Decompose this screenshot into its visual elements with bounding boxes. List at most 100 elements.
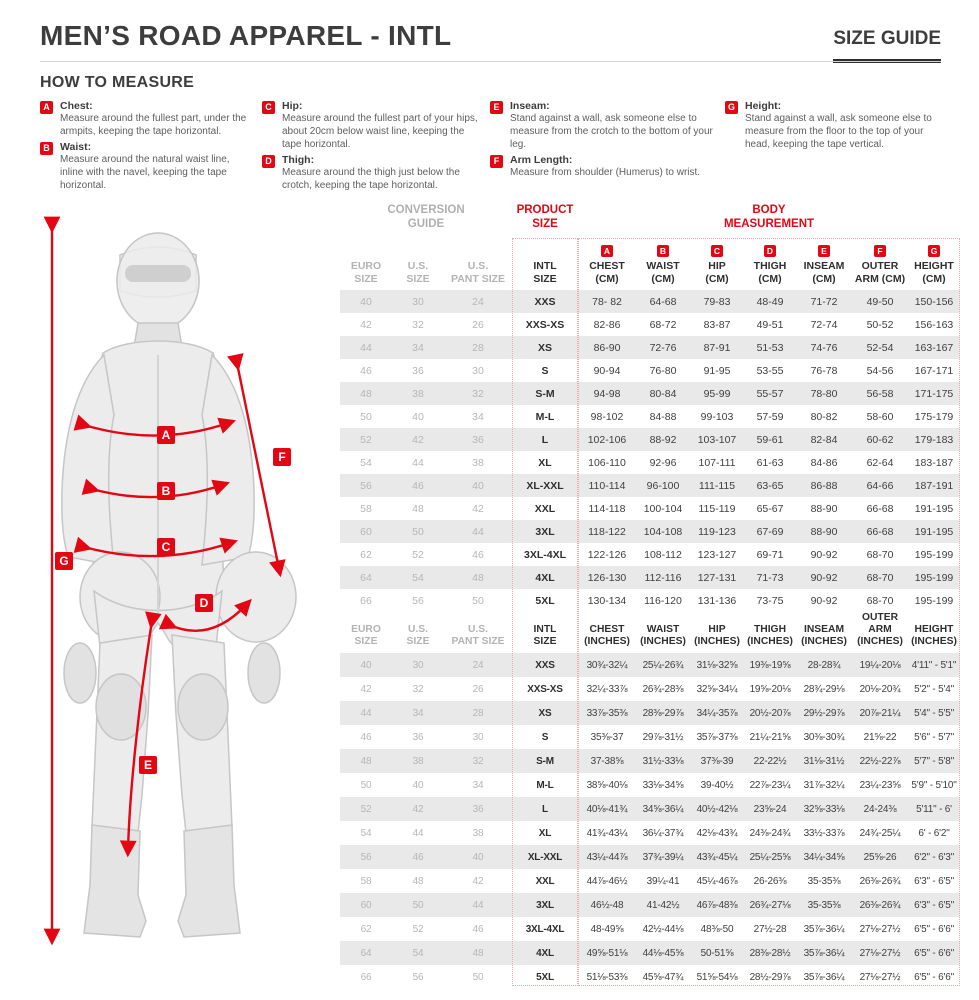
size-row-xxs-xs: 42 32 26 XXS-XS 32¼-33⅞ 26¾-28⅜ 32⅝-34¼ 19⅝-20⅛… — [340, 677, 960, 701]
measure-item-name: Thigh: — [282, 154, 315, 166]
value-cell: 66 — [360, 971, 372, 983]
value-cell: 40½-42⅛ — [696, 803, 738, 815]
value-cell: 54 — [360, 456, 372, 469]
value-cell: 46½-48 — [590, 899, 624, 911]
measure-item-description: Stand against a wall, ask someone else t… — [510, 113, 713, 150]
value-cell: 5'4" - 5'5" — [914, 707, 954, 719]
value-cell: 24-24⅜ — [863, 803, 897, 815]
value-cell: 40 — [412, 410, 424, 423]
value-cell: 52 — [360, 433, 372, 446]
value-cell: 26¾-28⅜ — [642, 683, 684, 695]
intl-size-cell: XL — [538, 827, 552, 839]
value-cell: 35⅜-37 — [590, 731, 624, 743]
value-cell: 90-92 — [810, 594, 838, 607]
value-cell: 187-191 — [914, 479, 954, 492]
value-cell: 38 — [472, 456, 484, 469]
value-cell: 156-163 — [914, 318, 954, 331]
figure-label-g: G — [55, 552, 73, 570]
value-cell: 24¾-25¼ — [859, 827, 901, 839]
size-row-3xl-4xl: 62 52 46 3XL-4XL 122-126 108-112 123-127 69-71 9… — [340, 543, 960, 566]
value-cell: 32 — [412, 318, 424, 331]
size-row-l: 52 42 36 L 102-106 88-92 103-107 59-61 82-84 60-6… — [340, 428, 960, 451]
value-cell: 48 — [472, 947, 484, 959]
value-cell: 68-70 — [866, 548, 894, 561]
value-cell: 30⅜-30¾ — [803, 731, 845, 743]
value-cell: 50-52 — [866, 318, 894, 331]
svg-text:E: E — [144, 758, 152, 772]
value-cell: 42 — [412, 433, 424, 446]
value-cell: 42 — [360, 683, 372, 695]
value-cell: 32⅝-33⅛ — [803, 803, 845, 815]
value-cell: 32 — [472, 387, 484, 400]
size-row-3xl-4xl: 62 52 46 3XL-4XL 48-49⅝ 42½-44⅛ 48⅜-50 27½-28 35… — [340, 917, 960, 941]
column-header-us: U.S. SIZE — [406, 260, 430, 285]
value-cell: 72-76 — [649, 341, 677, 354]
value-cell: 60 — [360, 899, 372, 911]
size-row-l: 52 42 36 L 40⅛-41¾ 34⅝-36¼ 40½-42⅛ 23⅝-24 32⅝-33… — [340, 797, 960, 822]
value-cell: 44⅞-46½ — [586, 875, 628, 887]
value-cell: 6'5" - 6'6" — [914, 947, 954, 959]
value-cell: 191-195 — [914, 525, 954, 538]
value-cell: 64 — [360, 571, 372, 584]
measure-instructions: A Chest: Measure around the fullest part, … — [40, 100, 945, 195]
value-cell: 46 — [360, 364, 372, 377]
value-cell: 44 — [412, 827, 424, 839]
value-cell: 30 — [412, 295, 424, 308]
value-cell: 30 — [472, 364, 484, 377]
value-cell: 33⅞-35⅜ — [586, 707, 628, 719]
value-cell: 5'2" - 5'4" — [914, 683, 954, 695]
value-cell: 82-86 — [593, 318, 621, 331]
value-cell: 68-70 — [866, 594, 894, 607]
value-cell: 44 — [412, 456, 424, 469]
size-table-cm: EURO SIZE U.S. SIZE U.S. PANT SIZE INTL SIZE A CH… — [340, 238, 960, 612]
value-cell: 90-94 — [593, 364, 621, 377]
value-cell: 5'9" - 5'10" — [911, 779, 957, 791]
intl-size-cell: 4XL — [535, 571, 555, 584]
arm-length-arrow — [227, 353, 286, 578]
measure-item-description: Stand against a wall, ask someone else t… — [745, 113, 932, 150]
value-cell: 62 — [360, 923, 372, 935]
value-cell: 50 — [412, 525, 424, 538]
size-row-xs: 44 34 28 XS 86-90 72-76 87-91 51-53 74-76 52-54 16… — [340, 336, 960, 359]
value-cell: 41¾-43¼ — [586, 827, 628, 839]
size-row-xl-xxl: 56 46 40 XL-XXL 110-114 96-100 111-115 63-65 86-… — [340, 474, 960, 497]
column-header-row: EURO SIZE U.S. SIZE U.S. PANT SIZE INTL SIZE A CH… — [340, 238, 960, 290]
value-cell: 58 — [360, 502, 372, 515]
value-cell: 68-70 — [866, 571, 894, 584]
value-cell: 26 — [472, 683, 484, 695]
value-cell: 23¼-23⅝ — [859, 779, 901, 791]
value-cell: 80-84 — [649, 387, 677, 400]
value-cell: 87-91 — [703, 341, 731, 354]
hip-arrow — [73, 536, 238, 558]
value-cell: 35⅞-36¼ — [803, 923, 845, 935]
value-cell: 29⅞-31½ — [642, 731, 684, 743]
value-cell: 131-136 — [697, 594, 737, 607]
value-cell: 33⅛-34⅝ — [642, 779, 684, 791]
measure-item-description: Measure around the thigh just below the … — [282, 167, 460, 191]
measure-item-name: Chest: — [60, 100, 93, 112]
measure-letter-badge: B — [657, 245, 669, 258]
chest-arrow — [73, 414, 236, 437]
value-cell: 23⅝-24 — [753, 803, 787, 815]
value-cell: 34 — [472, 410, 484, 423]
measure-letter-badge: A — [40, 101, 53, 114]
intl-size-cell: S-M — [535, 387, 555, 400]
size-row-xl: 54 44 38 XL 106-110 92-96 107-111 61-63 84-86 62-… — [340, 451, 960, 474]
value-cell: 36 — [412, 731, 424, 743]
value-cell: 56 — [412, 971, 424, 983]
value-cell: 52-54 — [866, 341, 894, 354]
intl-size-cell: 3XL-4XL — [525, 923, 565, 935]
value-cell: 40 — [412, 779, 424, 791]
value-cell: 90-92 — [810, 548, 838, 561]
value-cell: 44⅛-45⅝ — [642, 947, 684, 959]
value-cell: 94-98 — [593, 387, 621, 400]
value-cell: 92-96 — [649, 456, 677, 469]
value-cell: 46 — [472, 548, 484, 561]
value-cell: 34 — [412, 341, 424, 354]
measure-item-hip: C Hip: Measure around the fullest part of … — [262, 100, 490, 151]
column-header-hip: HIP (INCHES) — [694, 624, 740, 648]
value-cell: 195-199 — [914, 594, 954, 607]
measure-item-description: Measure around the fullest part, under t… — [60, 113, 247, 137]
value-cell: 35-35⅜ — [807, 899, 841, 911]
measure-item-thigh: D Thigh: Measure around the thigh just bel… — [262, 154, 490, 192]
